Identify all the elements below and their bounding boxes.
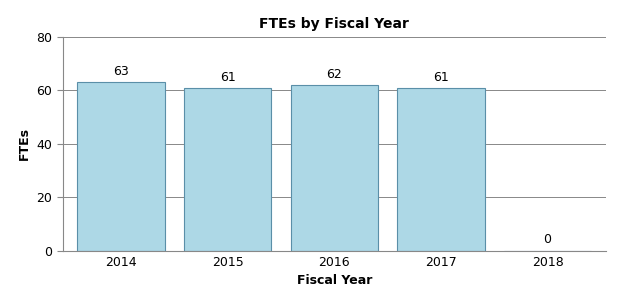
- Text: 0: 0: [544, 233, 552, 245]
- Bar: [291, 85, 378, 251]
- Text: 61: 61: [220, 71, 236, 84]
- Bar: [78, 82, 165, 251]
- Bar: [398, 88, 485, 251]
- X-axis label: Fiscal Year: Fiscal Year: [297, 274, 372, 287]
- Text: 61: 61: [433, 71, 449, 84]
- Text: 62: 62: [326, 68, 342, 81]
- Y-axis label: FTEs: FTEs: [18, 127, 31, 160]
- Title: FTEs by Fiscal Year: FTEs by Fiscal Year: [259, 17, 409, 32]
- Bar: [184, 88, 271, 251]
- Text: 63: 63: [113, 65, 129, 78]
